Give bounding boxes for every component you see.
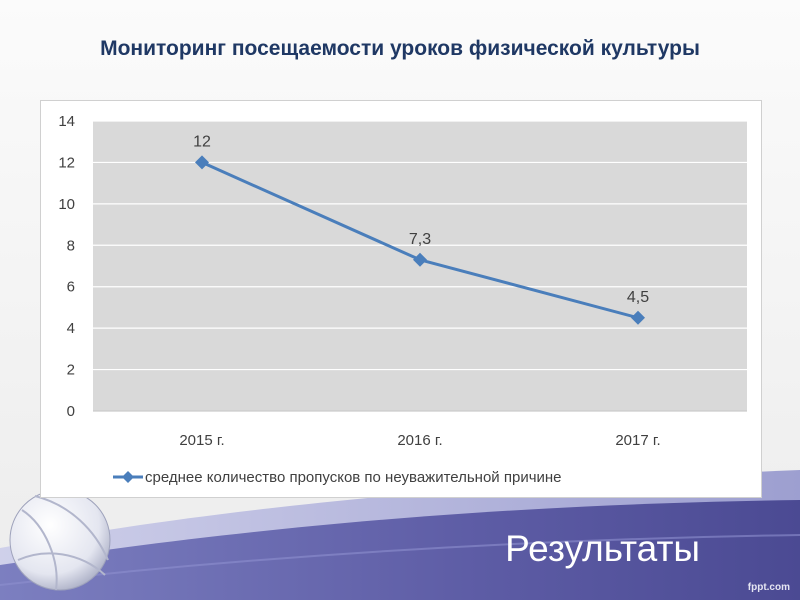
x-tick-label: 2016 г. (397, 432, 442, 449)
data-label: 7,3 (409, 231, 431, 248)
data-point (631, 310, 645, 325)
y-tick-label: 14 (58, 113, 75, 130)
slide-title: Мониторинг посещаемости уроков физическо… (100, 37, 700, 60)
chart-panel: 0 2 4 6 8 10 12 14 2015 г. 2016 г. 2017 г. 12 7,3 4,5… (40, 100, 762, 498)
data-label: 12 (193, 133, 211, 150)
volleyball-icon (9, 489, 111, 591)
data-label: 4,5 (627, 289, 649, 306)
line-chart: 0 2 4 6 8 10 12 14 2015 г. 2016 г. 2017 г. 12 7,3 4,5… (58, 113, 747, 486)
x-tick-label: 2017 г. (615, 432, 660, 449)
data-point (195, 155, 209, 170)
y-tick-label: 12 (58, 154, 75, 171)
y-tick-label: 2 (67, 362, 75, 379)
y-tick-label: 4 (67, 320, 75, 337)
legend-marker (122, 471, 134, 483)
watermark: fppt.com (747, 582, 790, 593)
y-tick-label: 10 (58, 196, 75, 213)
section-title: Результаты (505, 528, 700, 569)
y-tick-label: 0 (67, 403, 75, 420)
legend-label: среднее количество пропусков по неуважит… (145, 469, 562, 486)
x-tick-label: 2015 г. (179, 432, 224, 449)
y-tick-label: 6 (67, 279, 75, 296)
y-tick-label: 8 (67, 237, 75, 254)
